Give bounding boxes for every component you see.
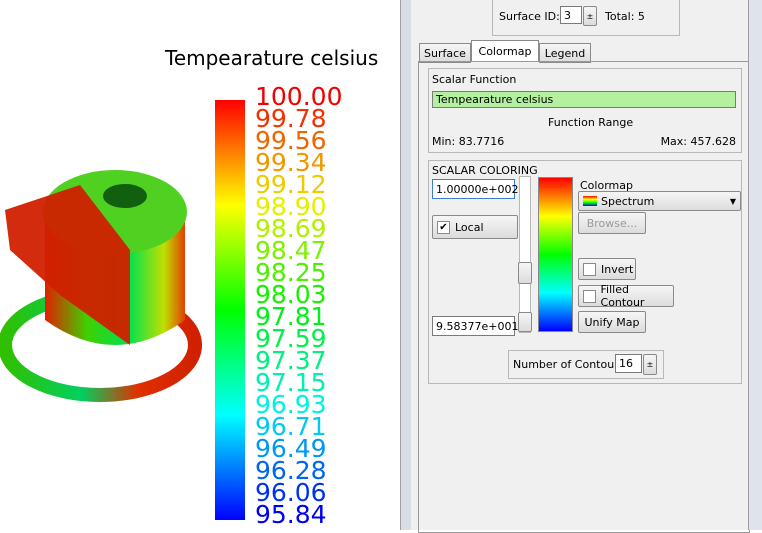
max-field[interactable]: 1.00000e+002 bbox=[432, 179, 518, 199]
color-bar bbox=[215, 100, 245, 520]
spinner[interactable]: ± bbox=[583, 6, 597, 26]
legend-label: 97.59 bbox=[255, 324, 327, 353]
min-field[interactable]: 9.58377e+001 bbox=[432, 316, 518, 336]
legend-title: Tempearature celsius bbox=[165, 46, 379, 70]
legend-label: 98.47 bbox=[255, 236, 327, 265]
legend-label: 96.71 bbox=[255, 412, 327, 441]
legend-label: 99.78 bbox=[255, 104, 327, 133]
label: Invert bbox=[601, 262, 634, 276]
label: Filled Contour bbox=[600, 283, 645, 309]
legend-label: 96.28 bbox=[255, 456, 327, 485]
max: Max: 457.628 bbox=[660, 135, 736, 148]
legend-label: 96.49 bbox=[255, 434, 327, 463]
legend-label: 95.84 bbox=[255, 500, 327, 529]
fin bbox=[5, 185, 130, 345]
unify-map-button[interactable]: Unify Map bbox=[578, 311, 646, 333]
range-title: Function Range bbox=[548, 116, 634, 129]
browse-button[interactable]: Browse... bbox=[578, 212, 646, 234]
surface-box bbox=[492, 0, 680, 36]
legend-label: 96.06 bbox=[255, 478, 327, 507]
slider-handle[interactable] bbox=[518, 262, 532, 284]
legend-label: 99.56 bbox=[255, 126, 327, 155]
label: Spectrum bbox=[601, 194, 655, 208]
legend-label: 96.93 bbox=[255, 390, 327, 419]
colormap-label: Colormap bbox=[580, 179, 633, 192]
surface-id-field[interactable]: 3 bbox=[560, 6, 582, 24]
contours-box bbox=[508, 350, 664, 379]
legend-label: 98.03 bbox=[255, 280, 327, 309]
group-title: SCALAR COLORING bbox=[432, 164, 538, 177]
legend-label: 98.90 bbox=[255, 192, 327, 221]
scalar-function-group bbox=[428, 68, 742, 153]
group-title: Scalar Function bbox=[432, 73, 517, 86]
spinner[interactable]: ± bbox=[643, 354, 657, 375]
min: Min: 83.7716 bbox=[432, 135, 505, 148]
legend-label: 97.81 bbox=[255, 302, 327, 331]
contours-field[interactable]: 16 bbox=[615, 354, 642, 373]
scalar-coloring-group bbox=[428, 160, 742, 384]
hole bbox=[103, 184, 147, 208]
legend-label: 99.12 bbox=[255, 170, 327, 199]
slider-handle[interactable] bbox=[518, 312, 532, 332]
window-edge bbox=[748, 0, 762, 530]
legend-label: 99.34 bbox=[255, 148, 327, 177]
filled-contour-checkbox[interactable]: Filled Contour bbox=[578, 283, 674, 309]
function-field[interactable]: Tempearature celsius bbox=[432, 91, 736, 108]
legend-label: 97.37 bbox=[255, 346, 327, 375]
total: Total: 5 bbox=[605, 10, 645, 23]
tab[interactable]: Legend bbox=[539, 43, 591, 63]
surface-id-label: Surface ID: bbox=[499, 10, 560, 23]
render-view[interactable] bbox=[0, 0, 400, 530]
contours-label: Number of Contours: bbox=[513, 358, 629, 371]
colormap-dropdown[interactable]: Spectrum ▼ bbox=[578, 191, 741, 211]
panel: Surface ID: 3 ± Total: 5 Surface Colorma… bbox=[411, 0, 750, 533]
legend-label: 98.69 bbox=[255, 214, 327, 243]
label: Local bbox=[455, 220, 484, 234]
slider-track[interactable] bbox=[519, 176, 531, 333]
legend-label: 98.25 bbox=[255, 258, 327, 287]
colormap-preview bbox=[538, 177, 573, 332]
legend-label: 97.15 bbox=[255, 368, 327, 397]
legend-label: 100.00 bbox=[255, 82, 343, 111]
invert-checkbox[interactable]: Invert bbox=[578, 258, 636, 280]
local-checkbox[interactable]: ✔ Local bbox=[432, 215, 518, 239]
tab-active[interactable]: Colormap bbox=[471, 40, 539, 62]
tab[interactable]: Surface bbox=[419, 43, 471, 63]
